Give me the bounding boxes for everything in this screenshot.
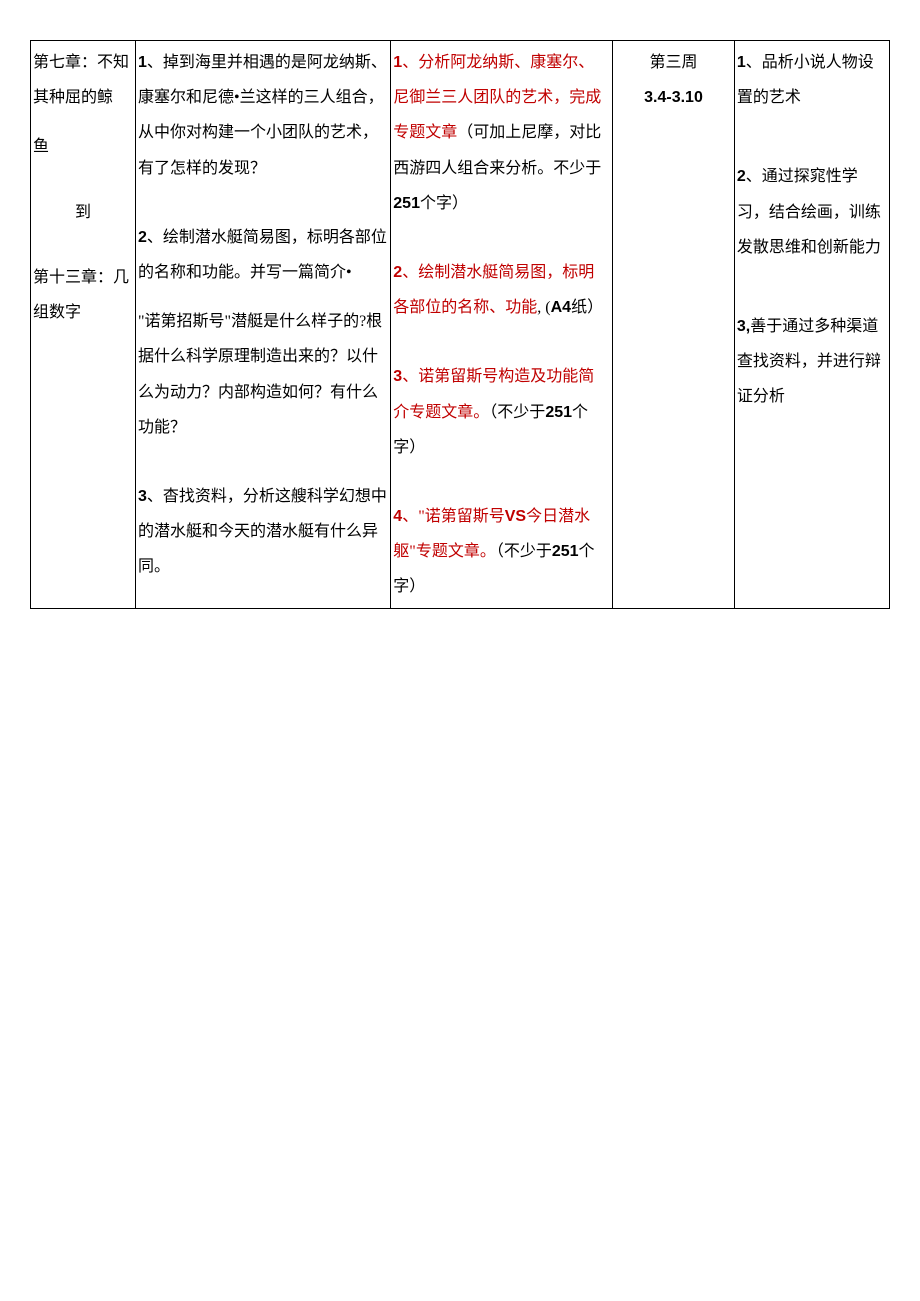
table-row: 第七章：不知其种屈的鲸 鱼 到 第十三章：几组数字 1、掉到海里并相遇的是阿龙纳… [31,41,890,609]
g3-text: 善于通过多种渠道查找资料，并进行辩证分析 [737,318,881,405]
question-1: 1、掉到海里并相遇的是阿龙纳斯、康塞尔和尼德•兰这样的三人组合，从中你对构建一个… [138,45,388,186]
t1-bk-c: 个字） [420,195,468,212]
t2-bk-a: , ( [537,299,550,316]
task-4: 4、"诺第留斯号VS今日潜水躯"专题文章。（不少于251个字） [393,499,610,605]
chapter-text-3: 第十三章：几组数字 [33,260,133,330]
t4-red-a: 、"诺第留斯号 [402,508,505,525]
t3-bk-b: 251 [545,404,572,421]
cell-tasks: 1、分析阿龙纳斯、康塞尔、尼御兰三人团队的艺术，完成专题文章（可加上尼摩，对比西… [391,41,613,609]
lesson-plan-table: 第七章：不知其种屈的鲸 鱼 到 第十三章：几组数字 1、掉到海里并相遇的是阿龙纳… [30,40,890,609]
t3-num: 3 [393,368,402,385]
goal-3: 3,善于通过多种渠道查找资料，并进行辩证分析 [737,309,887,415]
g1-num: 1 [737,54,746,71]
g2-num: 2 [737,168,746,185]
task-2: 2、绘制潜水艇简易图，标明各部位的名称、功能, (A4纸） [393,255,610,325]
t2-num: 2 [393,264,402,281]
goal-1: 1、品析小说人物设置的艺术 [737,45,887,115]
week-label: 第三周 [615,45,732,80]
question-2a: 2、绘制潜水艇简易图，标明各部位的名称和功能。并写一篇简介• [138,220,388,290]
cell-chapters: 第七章：不知其种屈的鲸 鱼 到 第十三章：几组数字 [31,41,136,609]
g2-text: 、通过探窕性学习，结合绘画，训练发散思维和创新能力 [737,168,881,255]
chapter-text-2: 鱼 [33,129,133,164]
task-3: 3、诺第留斯号构造及功能简介专题文章。（不少于251个字） [393,359,610,465]
week-dates: 3.4-3.10 [615,80,732,115]
cell-questions: 1、掉到海里并相遇的是阿龙纳斯、康塞尔和尼德•兰这样的三人组合，从中你对构建一个… [136,41,391,609]
q2-num: 2 [138,229,147,246]
q1-text: 、掉到海里并相遇的是阿龙纳斯、康塞尔和尼德•兰这样的三人组合，从中你对构建一个小… [138,54,387,177]
question-3: 3、杳找资料，分析这艘科学幻想中的潜水艇和今天的潜水艇有什么异同。 [138,479,388,585]
question-2b: "诺第招斯号"潜艇是什么样子的?根据什么科学原理制造出来的？以什么为动力？内部构… [138,304,388,445]
q3-num: 3 [138,488,147,505]
t3-bk-a: （不少于 [489,404,545,421]
g3-num: 3, [737,318,750,335]
t4-bk-a: （不少于 [496,543,552,560]
t4-red-b: VS [505,508,526,525]
t2-bk-b: A4 [551,299,571,316]
task-1: 1、分析阿龙纳斯、康塞尔、尼御兰三人团队的艺术，完成专题文章（可加上尼摩，对比西… [393,45,610,221]
q1-num: 1 [138,54,147,71]
t1-num: 1 [393,54,402,71]
t4-num: 4 [393,508,402,525]
g1-text: 、品析小说人物设置的艺术 [737,54,874,106]
t2-bk-c: 纸） [571,299,603,316]
cell-week: 第三周 3.4-3.10 [613,41,735,609]
t1-bk-b: 251 [393,195,420,212]
cell-goals: 1、品析小说人物设置的艺术 2、通过探窕性学习，结合绘画，训练发散思维和创新能力… [734,41,889,609]
t4-bk-b: 251 [552,543,579,560]
q3-text: 、杳找资料，分析这艘科学幻想中的潜水艇和今天的潜水艇有什么异同。 [138,488,387,575]
chapter-gap: 到 [33,195,133,230]
chapter-text-1: 第七章：不知其种屈的鲸 [33,45,133,115]
goal-2: 2、通过探窕性学习，结合绘画，训练发散思维和创新能力 [737,159,887,265]
q2-text-a: 、绘制潜水艇简易图，标明各部位的名称和功能。并写一篇简介• [138,229,387,281]
